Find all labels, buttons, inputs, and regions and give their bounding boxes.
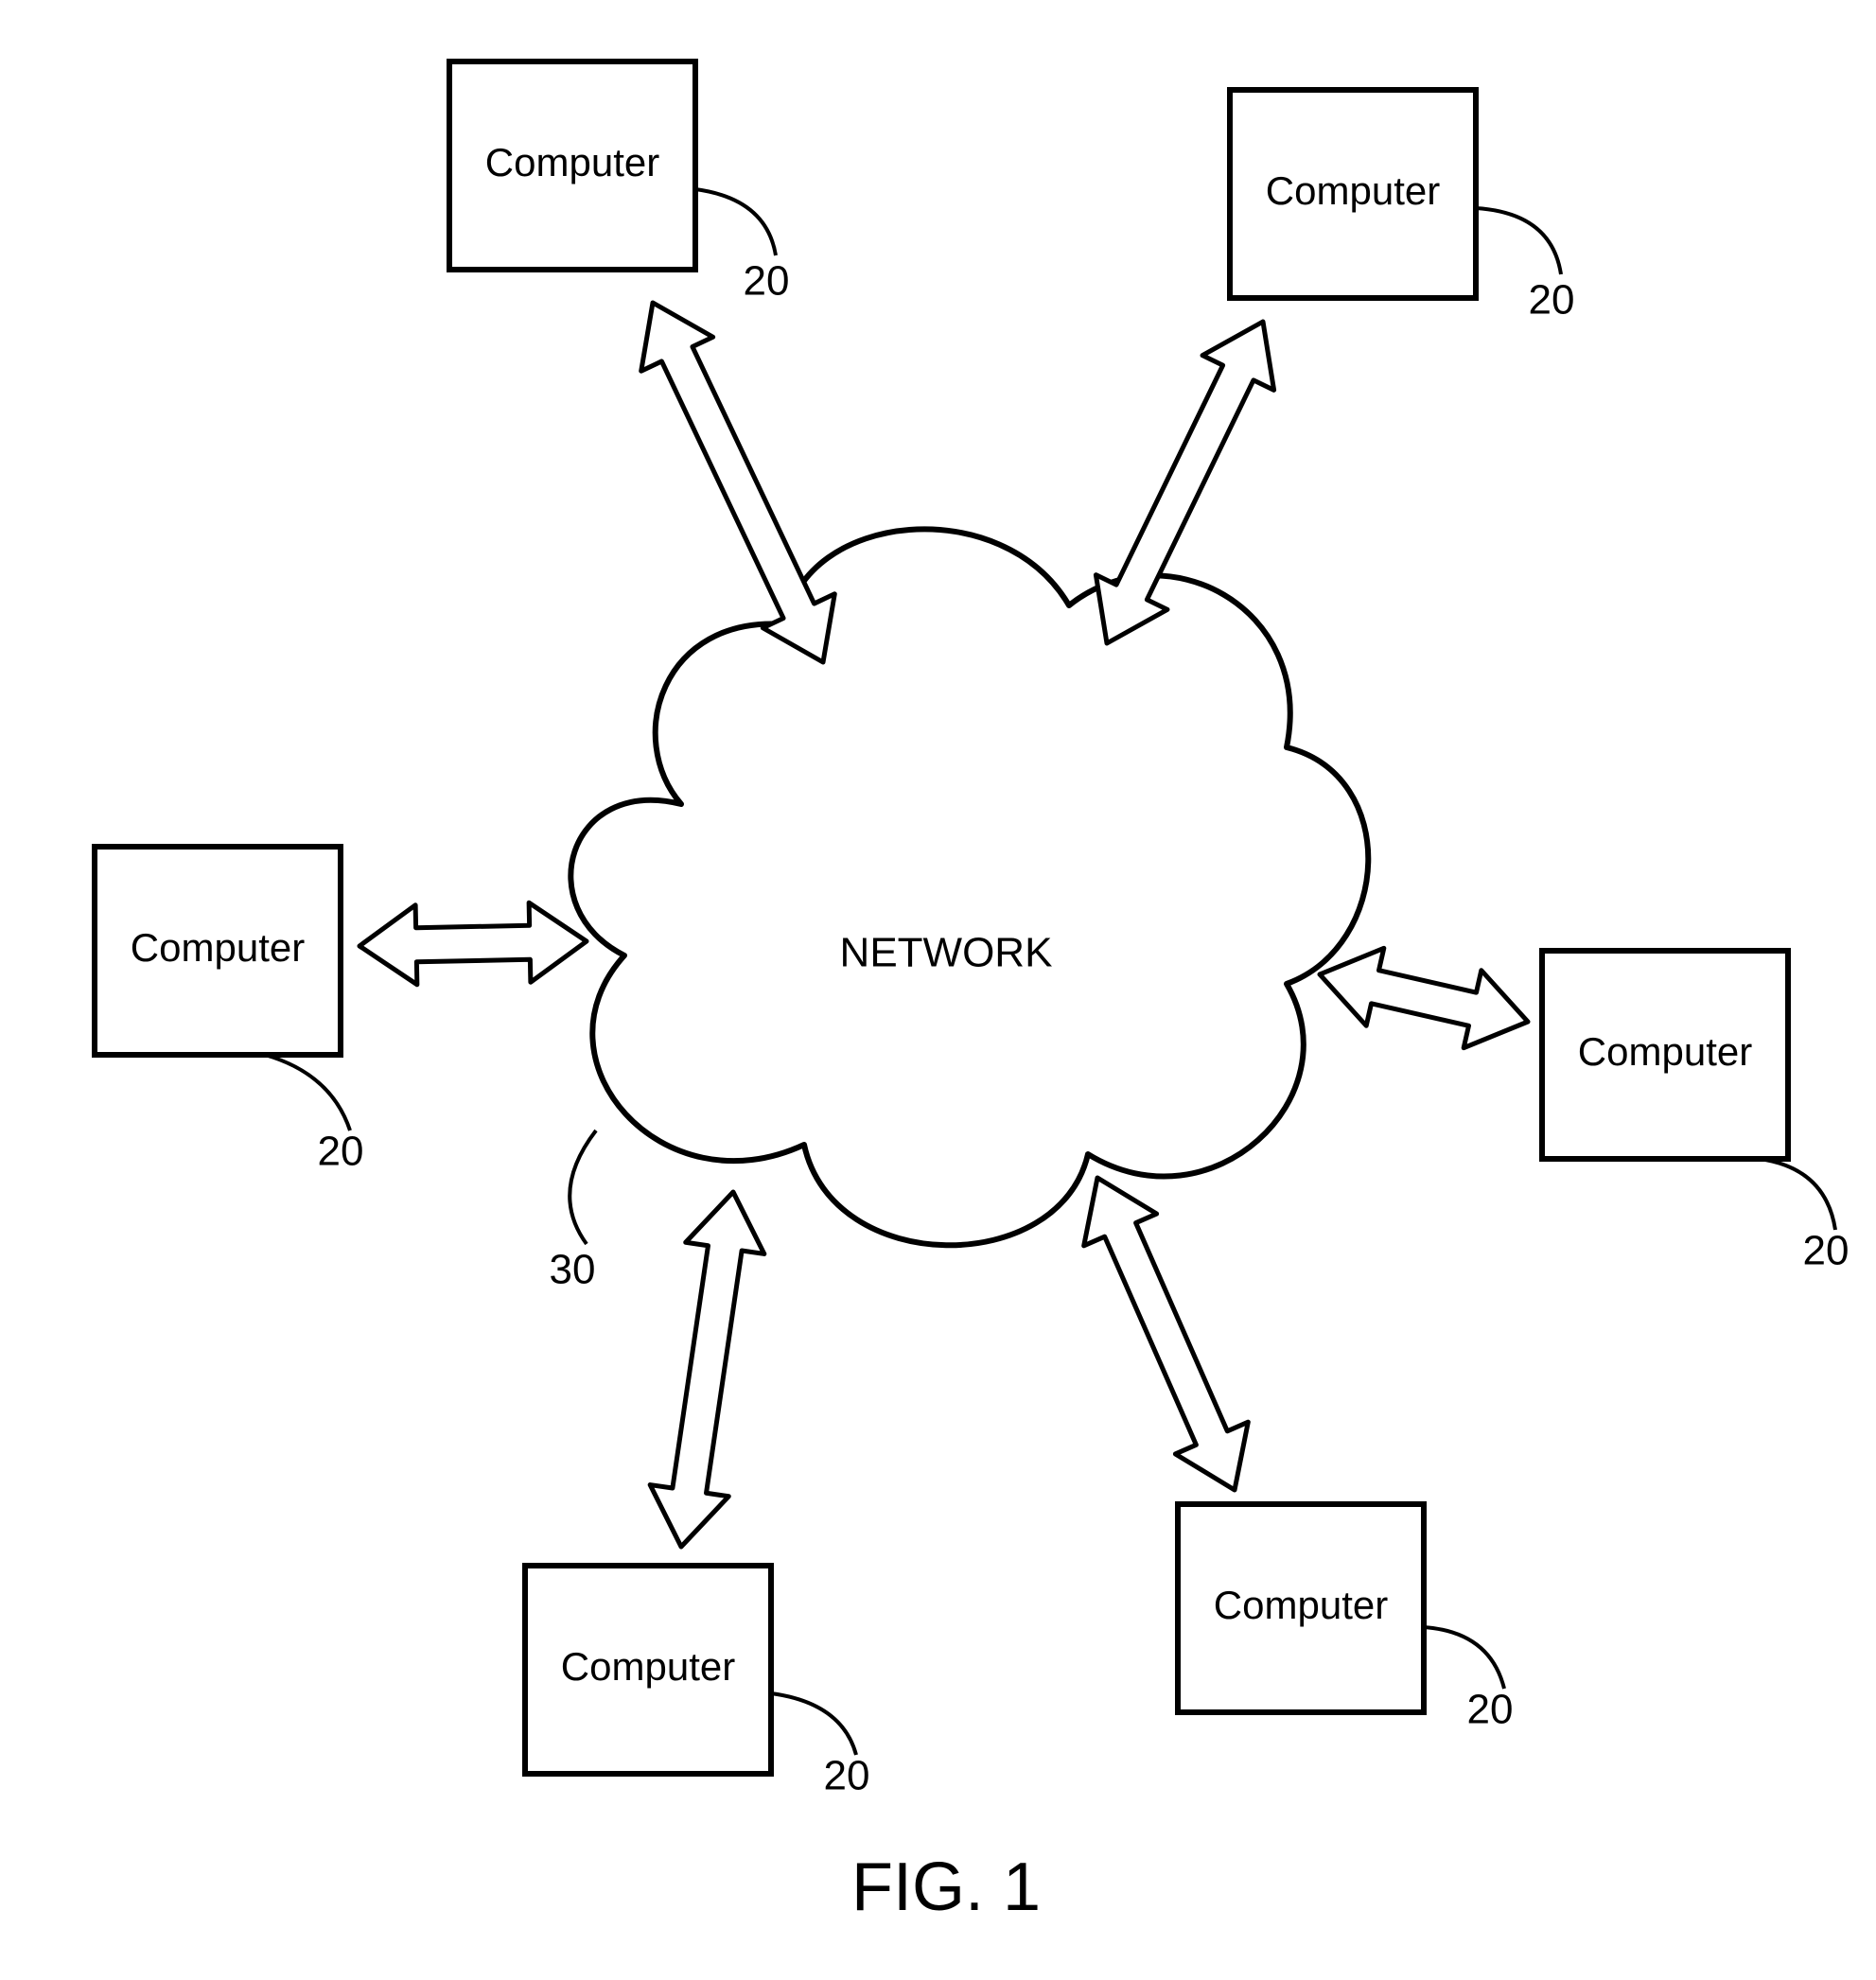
- computer-label-mid-right: Computer: [1578, 1029, 1752, 1074]
- network-ref-number: 30: [550, 1247, 596, 1293]
- computer-label-bot-right: Computer: [1214, 1583, 1388, 1627]
- network-label: NETWORK: [840, 930, 1053, 976]
- ref-number-bot-right: 20: [1467, 1687, 1514, 1733]
- ref-number-top-right: 20: [1529, 277, 1575, 324]
- leader-bot-left: [771, 1693, 856, 1755]
- arrow-mid-right: [1320, 948, 1528, 1047]
- ref-number-mid-left: 20: [318, 1129, 364, 1175]
- figure-caption: FIG. 1: [851, 1849, 1041, 1925]
- computer-label-top-left: Computer: [485, 140, 659, 184]
- arrow-mid-left: [359, 902, 587, 984]
- arrow-bot-right: [1084, 1178, 1249, 1490]
- leader-top-left: [695, 189, 776, 255]
- leader-mid-left: [265, 1055, 350, 1130]
- arrow-bot-left: [650, 1192, 764, 1547]
- leader-top-right: [1476, 208, 1561, 274]
- ref-number-top-left: 20: [744, 258, 790, 305]
- computer-label-mid-left: Computer: [131, 925, 305, 970]
- leader-mid-right: [1760, 1159, 1835, 1230]
- arrow-top-left: [641, 303, 835, 662]
- leader-bot-right: [1424, 1627, 1504, 1689]
- network-cloud: [570, 529, 1368, 1245]
- computer-label-top-right: Computer: [1266, 168, 1440, 213]
- computer-label-bot-left: Computer: [561, 1644, 735, 1689]
- ref-number-mid-right: 20: [1803, 1228, 1850, 1274]
- ref-number-bot-left: 20: [824, 1753, 870, 1799]
- network-leader: [570, 1130, 596, 1244]
- diagram-canvas: NETWORK 30 Computer 20 Computer 20 Computer 20 C…: [0, 0, 1876, 1980]
